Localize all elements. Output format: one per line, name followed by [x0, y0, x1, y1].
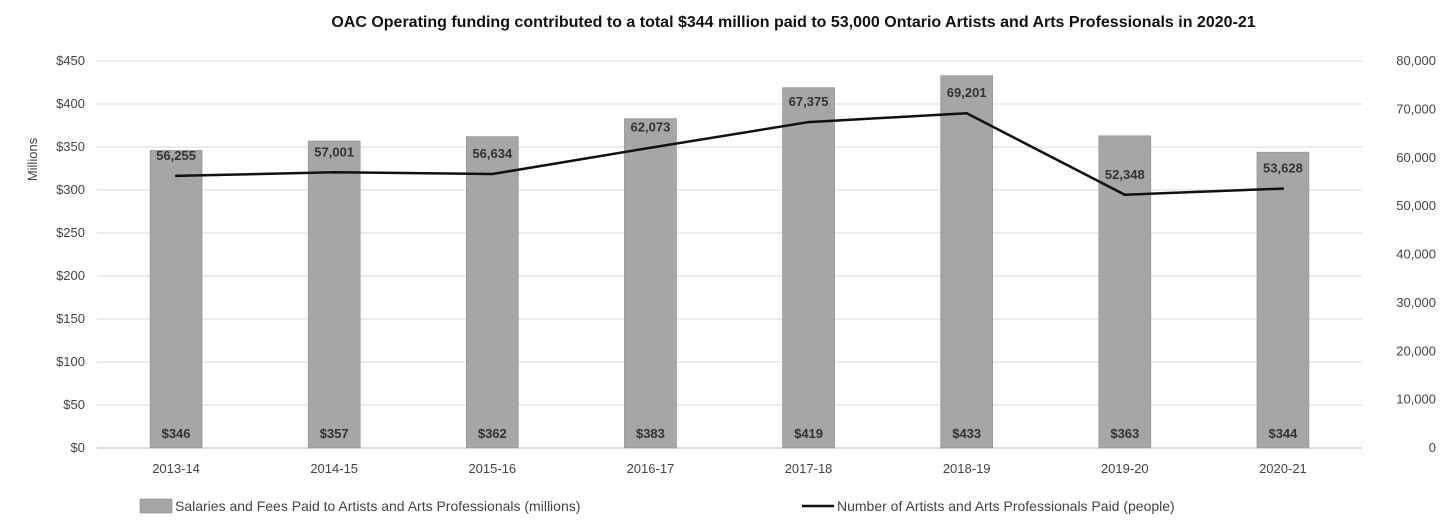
line-point [491, 172, 494, 176]
y2-tick-label: 70,000 [1396, 101, 1436, 116]
y-tick-label: $450 [56, 53, 85, 68]
y-tick-label: $150 [56, 311, 85, 326]
bar-data-label: $357 [320, 426, 349, 441]
y-tick-label: $250 [56, 225, 85, 240]
bar-data-label: $362 [478, 426, 507, 441]
gridlines [97, 60, 1362, 449]
x-tick-label: 2015-16 [468, 461, 516, 476]
y-tick-label: $400 [56, 96, 85, 111]
x-tick-label: 2017-18 [785, 461, 833, 476]
bar [149, 150, 203, 449]
x-tick-label: 2013-14 [152, 461, 200, 476]
legend: Salaries and Fees Paid to Artists and Ar… [139, 498, 1175, 514]
bar-series [149, 75, 1310, 449]
bar-data-label: $363 [1110, 426, 1139, 441]
line-data-label: 53,628 [1263, 161, 1303, 176]
line-data-label: 56,634 [472, 146, 513, 161]
y-tick-label: $50 [63, 397, 85, 412]
data-labels: $346 $357 $362 $383 $419 $433 $363 $344 56,255 57… [156, 85, 1303, 441]
axes: $0 $50 $100 $150 $200 $250 $300 $350 $400 $450 0 10… [25, 53, 1436, 476]
y2-tick-label: 20,000 [1396, 343, 1436, 358]
y-tick-label: $100 [56, 354, 85, 369]
line-point [332, 171, 336, 174]
bar [782, 87, 835, 449]
y2-tick-label: 30,000 [1396, 295, 1436, 310]
bar [466, 136, 519, 449]
x-tick-label: 2014-15 [310, 461, 358, 476]
bar [624, 118, 677, 449]
bar-data-label: $344 [1268, 426, 1298, 441]
y2-tick-label: 40,000 [1396, 247, 1436, 262]
y-tick-label: $350 [56, 139, 85, 154]
y-axis-title: Millions [25, 137, 40, 181]
bar-data-label: $383 [636, 426, 665, 441]
series-line [176, 111, 1283, 197]
line-data-label: 67,375 [789, 94, 829, 109]
line-point [1123, 193, 1127, 196]
y-tick-label: $300 [56, 182, 85, 197]
y2-tick-label: 80,000 [1396, 53, 1436, 68]
line-data-label: 69,201 [947, 85, 987, 100]
legend-swatch-bars [139, 498, 173, 514]
line-point [1281, 187, 1285, 190]
y-tick-label: $200 [56, 268, 85, 283]
y2-tick-label: 0 [1429, 440, 1436, 455]
x-tick-label: 2016-17 [627, 461, 675, 476]
bar [1098, 135, 1152, 449]
line-data-label: 57,001 [314, 144, 354, 159]
x-tick-label: 2020-21 [1259, 461, 1307, 476]
bar [1256, 151, 1310, 449]
line-data-label: 52,348 [1105, 167, 1145, 182]
x-tick-label: 2018-19 [943, 461, 991, 476]
y2-tick-label: 50,000 [1396, 198, 1436, 213]
bar [940, 75, 993, 449]
bar-data-label: $419 [794, 426, 823, 441]
bar-data-label: $346 [162, 426, 191, 441]
line-point [649, 146, 652, 149]
bar [307, 140, 361, 449]
chart-title: OAC Operating funding contributed to a t… [331, 14, 1256, 31]
bar-data-label: $433 [952, 426, 981, 441]
y-tick-label: $0 [71, 440, 85, 455]
line-point [965, 112, 968, 115]
line-point [807, 120, 810, 124]
line-data-label: 56,255 [156, 148, 196, 163]
x-tick-label: 2019-20 [1101, 461, 1149, 476]
line-data-label: 62,073 [631, 120, 671, 135]
line-series [174, 111, 1285, 197]
y2-tick-label: 10,000 [1396, 392, 1436, 407]
line-point [174, 174, 178, 178]
legend-label-bars: Salaries and Fees Paid to Artists and Ar… [175, 498, 580, 514]
y2-tick-label: 60,000 [1396, 150, 1436, 165]
legend-label-line: Number of Artists and Arts Professionals… [837, 498, 1175, 514]
